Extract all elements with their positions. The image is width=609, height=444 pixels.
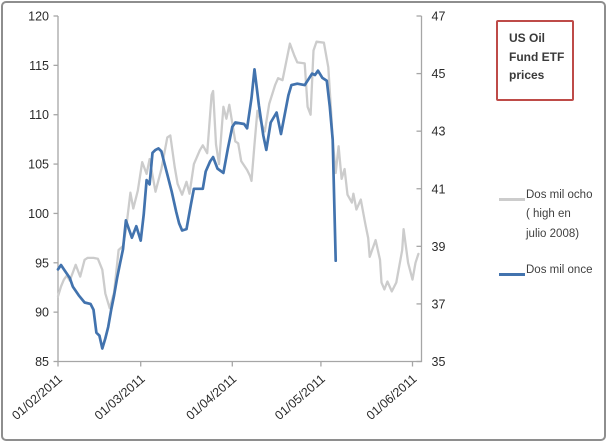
x-axis-tick-label: 01/03/2011: [92, 372, 148, 423]
right-axis-tick-label: 41: [432, 182, 446, 196]
x-axis-tick-label: 01/06/2011: [364, 372, 420, 423]
right-axis-tick-label: 43: [432, 125, 446, 139]
legend: Dos mil ocho ( high en julio 2008) Dos m…: [499, 186, 605, 280]
legend-label-line: Dos mil ocho: [526, 189, 593, 201]
left-axis-tick-label: 115: [29, 59, 49, 73]
left-axis-tick-label: 100: [28, 207, 49, 221]
x-axis-tick-label: 01/05/2011: [272, 372, 328, 423]
legend-label-line: Dos mil once: [526, 263, 593, 276]
legend-swatch-gray-line: [499, 198, 525, 201]
series-line-dos-mil-ocho: [56, 40, 420, 310]
left-axis-tick-label: 110: [29, 108, 49, 122]
legend-swatch-blue-line: [499, 272, 525, 276]
left-axis-tick-label: 95: [35, 256, 49, 270]
right-axis-tick-label: 39: [432, 240, 446, 254]
legend-label-line: julio 2008): [526, 227, 580, 240]
annotation-text-line: Fund ETF: [509, 49, 565, 64]
left-axis-tick-label: 120: [28, 10, 49, 24]
right-axis-tick-label: 35: [432, 355, 446, 369]
annotation-text-line: prices: [509, 68, 545, 83]
legend-label-dos-mil-ocho: Dos mil ocho ( high en julio 2008): [526, 186, 605, 244]
right-axis-tick-label: 37: [432, 297, 446, 311]
legend-item-dos-mil-once: Dos mil once: [499, 261, 605, 280]
right-axis-tick-label: 45: [432, 67, 446, 81]
annotation-text-line: US Oil: [509, 31, 546, 45]
legend-item-dos-mil-ocho: Dos mil ocho ( high en julio 2008): [499, 186, 605, 244]
x-axis-tick-label: 01/04/2011: [184, 372, 240, 423]
series-line-dos-mil-once: [56, 67, 338, 350]
legend-label-dos-mil-once: Dos mil once: [526, 261, 605, 280]
left-axis-tick-label: 85: [35, 355, 49, 369]
right-axis-tick-label: 47: [432, 10, 446, 24]
left-axis-tick-label: 105: [28, 158, 49, 172]
x-axis-tick-label: 01/02/2011: [9, 372, 65, 423]
legend-label-line: ( high en: [526, 208, 571, 221]
annotation-box: US Oil Fund ETF prices: [496, 20, 574, 101]
left-axis-tick-label: 90: [35, 306, 49, 320]
